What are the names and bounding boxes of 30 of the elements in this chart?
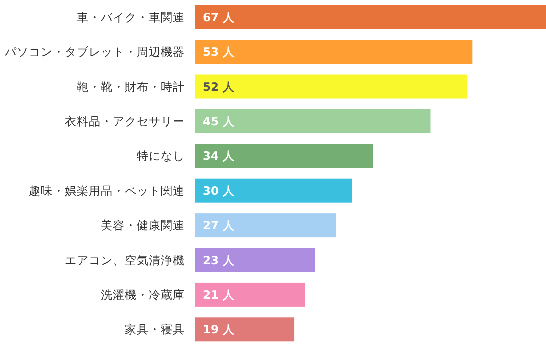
bar [195, 5, 546, 30]
data-label: 45 人 [203, 114, 236, 128]
bar [195, 74, 468, 99]
data-label: 53 人 [203, 45, 236, 60]
y-tick-label: 趣味・娯楽用品・ペット関連 [29, 184, 185, 198]
y-tick-label: 衣料品・アクセサリー [65, 114, 185, 128]
y-tick-label: 鞄・靴・財布・時計 [77, 80, 185, 94]
data-label: 21 人 [203, 288, 236, 302]
y-tick-label: パソコン・タブレット・周辺機器 [4, 45, 185, 60]
data-label: 23 人 [203, 253, 236, 268]
data-label: 34 人 [203, 149, 236, 164]
y-tick-label: 車・バイク・車関連 [77, 10, 185, 24]
bar [195, 248, 316, 272]
y-tick-label: 特になし [137, 149, 185, 164]
data-label: 52 人 [203, 80, 236, 94]
bar [195, 178, 352, 203]
data-label: 30 人 [203, 184, 236, 198]
bar [195, 109, 431, 134]
bar [195, 214, 336, 238]
data-label: 27 人 [203, 218, 236, 233]
bar [195, 318, 295, 342]
y-tick-label: 洗濯機・冷蔵庫 [101, 288, 185, 302]
data-label: 19 人 [203, 322, 236, 337]
bar [195, 282, 306, 307]
y-tick-label: 家具・寝具 [125, 322, 185, 337]
y-tick-label: エアコン、空気清浄機 [65, 253, 185, 268]
data-label: 67 人 [203, 10, 236, 24]
bar [195, 40, 473, 64]
y-tick-label: 美容・健康関連 [101, 218, 185, 233]
bar [195, 144, 374, 168]
